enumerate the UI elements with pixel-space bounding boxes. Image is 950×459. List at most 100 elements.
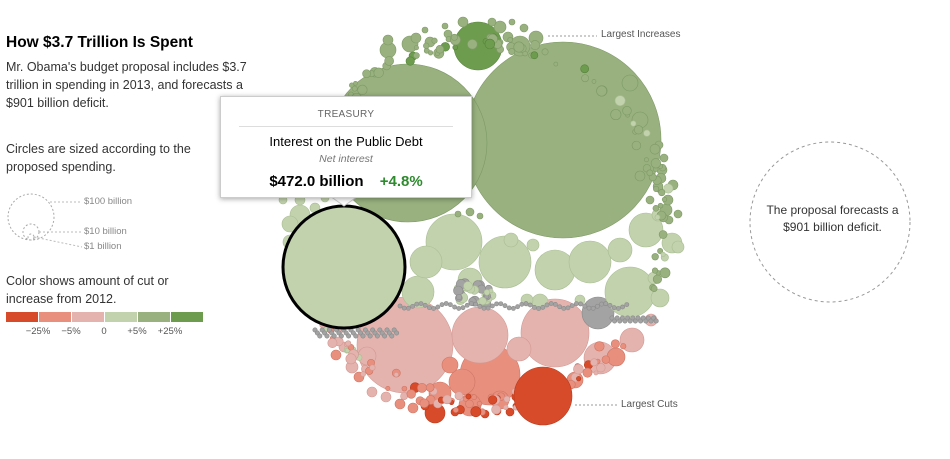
bubble (595, 303, 600, 309)
bubble (483, 289, 491, 296)
bubble (653, 318, 659, 324)
bubble (530, 40, 541, 51)
bubble (643, 129, 651, 137)
color-tick-label: +5% (127, 326, 147, 337)
bubble (448, 368, 476, 396)
bubble (476, 400, 483, 407)
bubble (374, 333, 380, 339)
bubble (441, 356, 459, 374)
bubble (345, 353, 357, 365)
bubble (367, 333, 373, 339)
bubble (628, 212, 664, 248)
bubble (652, 205, 660, 212)
bubble (465, 399, 474, 409)
bubble (634, 170, 646, 182)
bubble (553, 301, 558, 307)
bubble (651, 267, 659, 274)
size-legend: $100 billion $10 billion $1 billion (6, 184, 246, 264)
bubble (606, 347, 626, 367)
bubble (503, 404, 509, 411)
bubble (431, 37, 438, 44)
bubble (460, 305, 466, 311)
bubble (353, 333, 359, 339)
bubble (467, 38, 478, 50)
bubble (622, 106, 632, 116)
bubble (586, 305, 592, 311)
bubble (590, 305, 596, 311)
bubble (651, 253, 659, 261)
bubble (502, 303, 508, 309)
bubble (511, 305, 516, 311)
largest-cuts-label: Largest Cuts (621, 399, 678, 410)
bubble (450, 33, 458, 41)
bubble (421, 26, 429, 34)
bubble (473, 301, 478, 307)
bubble (405, 305, 411, 311)
bubble (650, 288, 670, 308)
bubble (471, 394, 477, 400)
size-legend-label-1: $1 billion (84, 241, 122, 252)
bubble (657, 248, 664, 254)
deficit-circle (749, 141, 911, 303)
bubble (548, 301, 554, 306)
sidebar: How $3.7 Trillion Is Spent Mr. Obama's b… (6, 30, 276, 337)
bubble (610, 109, 622, 121)
size-legend-text: Circles are sized according to the propo… (6, 142, 191, 174)
bubble (610, 339, 620, 349)
bubble (620, 343, 627, 350)
bubble (422, 302, 428, 308)
bubble (464, 41, 662, 239)
bubble (541, 48, 549, 56)
largest-increases-label: Largest Increases (601, 29, 681, 40)
bubble (463, 281, 473, 291)
tooltip-category: TREASURY (317, 109, 375, 120)
bubble (557, 304, 562, 310)
bubble (394, 398, 406, 410)
bubble (599, 301, 604, 307)
bubble (425, 383, 435, 392)
bubble (565, 305, 571, 311)
bubble (657, 202, 664, 209)
bubble (369, 364, 376, 371)
bubble (393, 372, 399, 378)
color-legend-bar (6, 312, 276, 322)
bubble (447, 302, 453, 308)
bubble (413, 45, 419, 51)
bubble (357, 84, 368, 95)
color-tick-label: −5% (61, 326, 81, 337)
bubble (659, 153, 669, 163)
bubble (652, 274, 663, 284)
deficit-text: The proposal forecasts a $901 billion de… (766, 203, 899, 234)
bubble (593, 370, 599, 376)
bubble (413, 52, 420, 59)
bubble (544, 302, 550, 308)
bubble (414, 301, 420, 307)
bubble (485, 305, 491, 311)
bubble (464, 302, 470, 308)
size-legend-circles (7, 193, 83, 248)
page-title: How $3.7 Trillion Is Spent (6, 34, 193, 51)
bubble (508, 48, 516, 55)
bubble (407, 402, 419, 414)
tooltip-divider (239, 126, 453, 127)
bubble (603, 301, 609, 307)
bubble (418, 301, 424, 307)
bubble (360, 333, 366, 339)
bubble (419, 398, 429, 408)
color-tick-label: 0 (101, 326, 107, 337)
bubble (659, 267, 671, 279)
bubble (427, 50, 434, 56)
bubble (362, 69, 371, 78)
bubble (523, 301, 529, 306)
bubble (582, 367, 593, 378)
bubble (484, 38, 496, 50)
bubble (663, 183, 674, 194)
bubble (520, 298, 590, 368)
bubble (540, 304, 546, 310)
bubble (346, 333, 352, 339)
bubble (439, 302, 445, 308)
bubble (581, 74, 590, 83)
size-legend-label-10: $10 billion (84, 226, 127, 237)
color-legend-ticks: −25% −5% 0 +5% +25% (6, 322, 276, 337)
bubble (527, 302, 533, 308)
